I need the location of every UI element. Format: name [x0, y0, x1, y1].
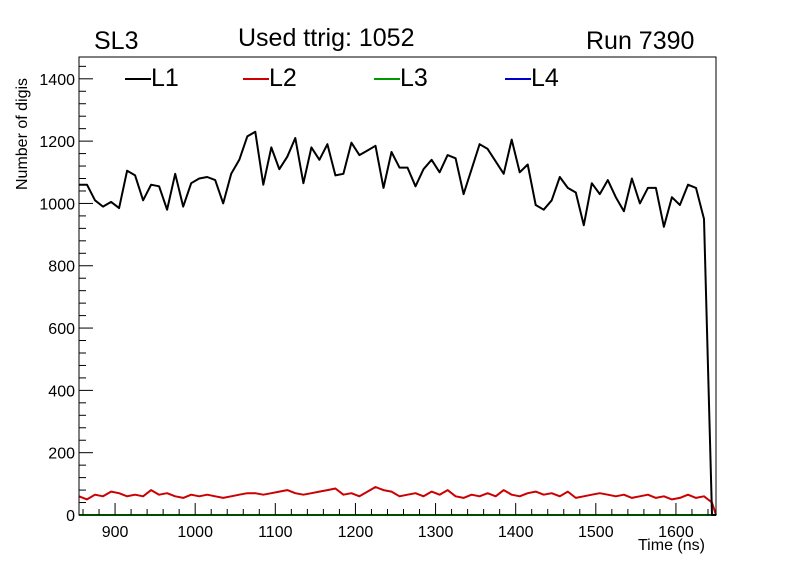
- x-tick-label: 1400: [498, 524, 534, 541]
- run-label: Run 7390: [586, 27, 695, 55]
- legend-swatch: [125, 78, 151, 80]
- y-tick-label: 1400: [39, 72, 75, 89]
- legend-swatch: [374, 78, 400, 80]
- y-tick-label: 0: [66, 508, 75, 525]
- chart-title: Used ttrig: 1052: [238, 24, 415, 52]
- y-tick-label: 800: [48, 259, 75, 276]
- y-tick-label: 600: [48, 321, 75, 338]
- legend-swatch: [505, 78, 531, 80]
- y-tick-label: 1200: [39, 134, 75, 151]
- x-tick-label: 1500: [578, 524, 614, 541]
- y-tick-label: 200: [48, 446, 75, 463]
- y-axis: 0 200 400 600 800 1000 1200 1400: [39, 65, 93, 525]
- superlayer-label: SL3: [94, 27, 139, 55]
- series-line-l2: [78, 486, 717, 516]
- y-axis-label: Number of digis: [14, 77, 31, 190]
- legend-swatch: [243, 78, 269, 80]
- x-tick-label: 900: [102, 524, 129, 541]
- legend-label: L2: [269, 64, 297, 92]
- x-axis: 900 1000 1100 1200 1300 1400 1500 1600: [82, 503, 709, 541]
- y-tick-label: 400: [48, 383, 75, 400]
- y-tick-label: 1000: [39, 196, 75, 213]
- series-line-l1: [79, 130, 716, 516]
- x-tick-label: 1300: [418, 524, 454, 541]
- x-tick-label: 1100: [258, 524, 293, 541]
- plot-frame: [78, 56, 717, 516]
- x-tick-label: 1600: [658, 524, 694, 541]
- x-tick-label: 1200: [338, 524, 374, 541]
- series-layer: [78, 130, 717, 516]
- x-tick-label: 1000: [177, 524, 213, 541]
- legend-label: L4: [531, 64, 559, 92]
- legend-label: L3: [400, 64, 428, 92]
- x-axis-label: Time (ns): [638, 537, 705, 554]
- legend-label: L1: [151, 64, 179, 92]
